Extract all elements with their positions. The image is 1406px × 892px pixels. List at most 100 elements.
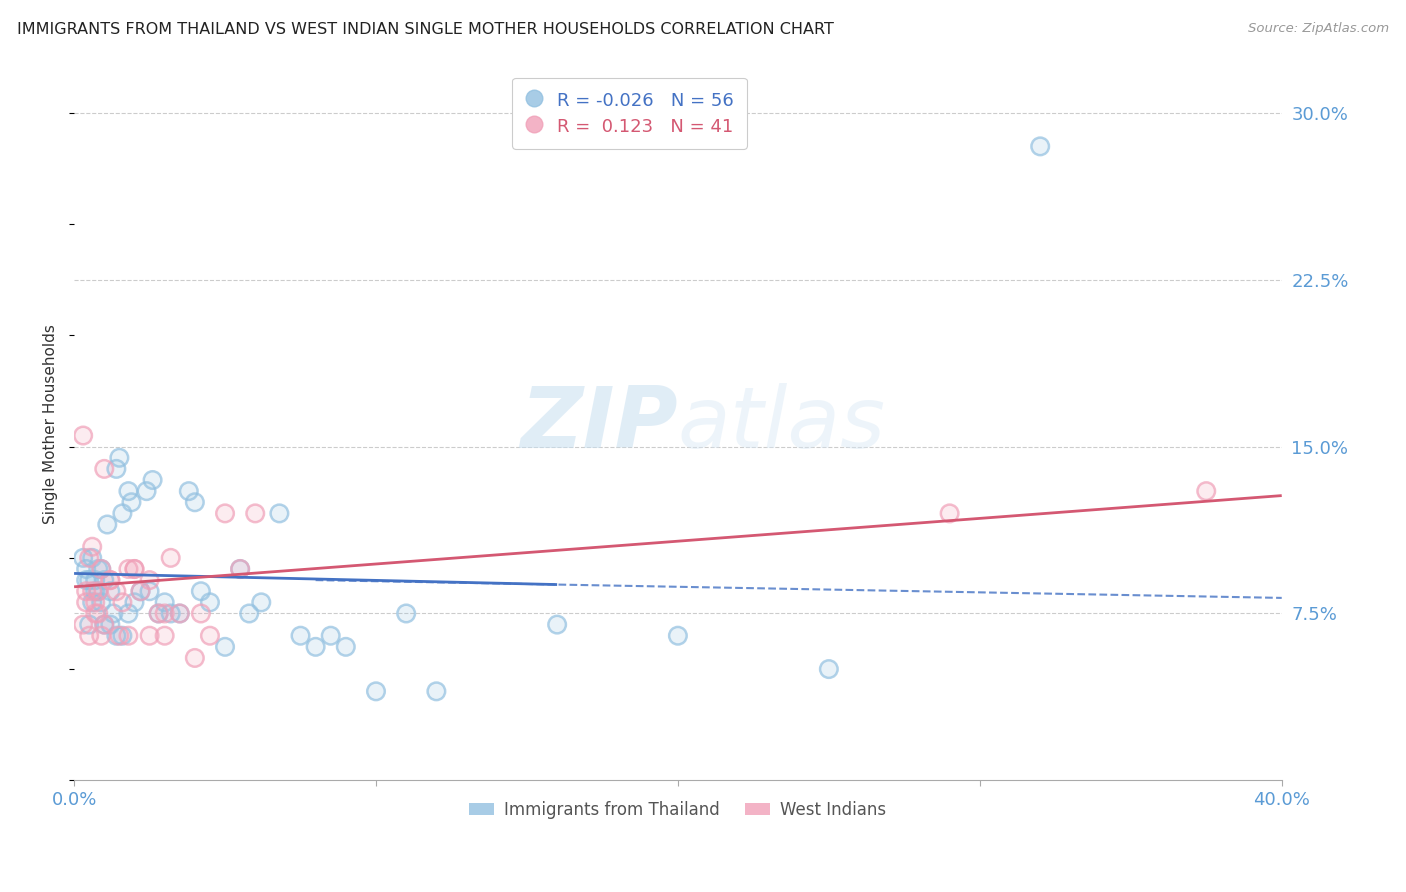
Point bbox=[87, 584, 110, 599]
Point bbox=[105, 629, 128, 643]
Point bbox=[364, 684, 387, 698]
Point bbox=[190, 584, 212, 599]
Point bbox=[169, 607, 191, 621]
Point bbox=[93, 617, 115, 632]
Point bbox=[93, 462, 115, 476]
Point bbox=[159, 607, 181, 621]
Point bbox=[87, 607, 110, 621]
Text: ZIP: ZIP bbox=[520, 383, 678, 466]
Point bbox=[229, 562, 252, 576]
Point bbox=[153, 595, 176, 609]
Point bbox=[75, 595, 97, 609]
Point bbox=[82, 550, 104, 565]
Point bbox=[129, 584, 152, 599]
Point bbox=[546, 617, 568, 632]
Point bbox=[82, 595, 104, 609]
Point bbox=[269, 507, 291, 521]
Point bbox=[84, 584, 107, 599]
Point bbox=[75, 584, 97, 599]
Point bbox=[84, 573, 107, 587]
Point bbox=[105, 584, 128, 599]
Point bbox=[93, 617, 115, 632]
Point bbox=[129, 584, 152, 599]
Point bbox=[108, 629, 131, 643]
Point bbox=[124, 562, 146, 576]
Point bbox=[111, 629, 134, 643]
Point bbox=[1029, 139, 1052, 153]
Point bbox=[120, 495, 142, 509]
Point bbox=[98, 617, 121, 632]
Point bbox=[87, 584, 110, 599]
Point bbox=[148, 607, 170, 621]
Point bbox=[84, 595, 107, 609]
Point bbox=[169, 607, 191, 621]
Point bbox=[90, 629, 112, 643]
Point bbox=[72, 617, 94, 632]
Point bbox=[319, 629, 342, 643]
Point bbox=[138, 573, 160, 587]
Point bbox=[395, 607, 418, 621]
Point bbox=[90, 562, 112, 576]
Point bbox=[75, 573, 97, 587]
Point bbox=[82, 540, 104, 554]
Point bbox=[129, 584, 152, 599]
Point bbox=[546, 617, 568, 632]
Point bbox=[84, 595, 107, 609]
Point bbox=[87, 584, 110, 599]
Point bbox=[159, 550, 181, 565]
Point bbox=[124, 595, 146, 609]
Point bbox=[105, 462, 128, 476]
Point bbox=[108, 629, 131, 643]
Point bbox=[666, 629, 689, 643]
Point bbox=[138, 629, 160, 643]
Point bbox=[148, 607, 170, 621]
Point bbox=[818, 662, 841, 676]
Point bbox=[138, 629, 160, 643]
Point bbox=[117, 484, 139, 499]
Point bbox=[96, 517, 118, 532]
Point bbox=[290, 629, 312, 643]
Point bbox=[87, 562, 110, 576]
Point bbox=[117, 607, 139, 621]
Point bbox=[111, 595, 134, 609]
Legend: Immigrants from Thailand, West Indians: Immigrants from Thailand, West Indians bbox=[463, 794, 893, 825]
Point bbox=[190, 584, 212, 599]
Point bbox=[184, 651, 207, 665]
Point bbox=[142, 473, 165, 487]
Point bbox=[938, 507, 960, 521]
Point bbox=[169, 607, 191, 621]
Point bbox=[77, 573, 100, 587]
Point bbox=[93, 617, 115, 632]
Point bbox=[124, 562, 146, 576]
Point bbox=[425, 684, 447, 698]
Point bbox=[124, 562, 146, 576]
Y-axis label: Single Mother Households: Single Mother Households bbox=[44, 325, 58, 524]
Point bbox=[77, 617, 100, 632]
Point bbox=[98, 584, 121, 599]
Point bbox=[103, 607, 125, 621]
Point bbox=[245, 507, 267, 521]
Point bbox=[269, 507, 291, 521]
Point bbox=[190, 607, 212, 621]
Point bbox=[229, 562, 252, 576]
Point bbox=[98, 617, 121, 632]
Text: Source: ZipAtlas.com: Source: ZipAtlas.com bbox=[1249, 22, 1389, 36]
Point bbox=[169, 607, 191, 621]
Point bbox=[98, 584, 121, 599]
Point bbox=[159, 550, 181, 565]
Point bbox=[177, 484, 200, 499]
Point bbox=[153, 629, 176, 643]
Point bbox=[153, 607, 176, 621]
Point bbox=[90, 629, 112, 643]
Point bbox=[1195, 484, 1218, 499]
Point bbox=[238, 607, 260, 621]
Point bbox=[90, 562, 112, 576]
Point bbox=[72, 428, 94, 442]
Point bbox=[214, 507, 236, 521]
Point bbox=[72, 550, 94, 565]
Point bbox=[82, 584, 104, 599]
Point bbox=[103, 607, 125, 621]
Point bbox=[938, 507, 960, 521]
Point bbox=[72, 550, 94, 565]
Point bbox=[108, 450, 131, 465]
